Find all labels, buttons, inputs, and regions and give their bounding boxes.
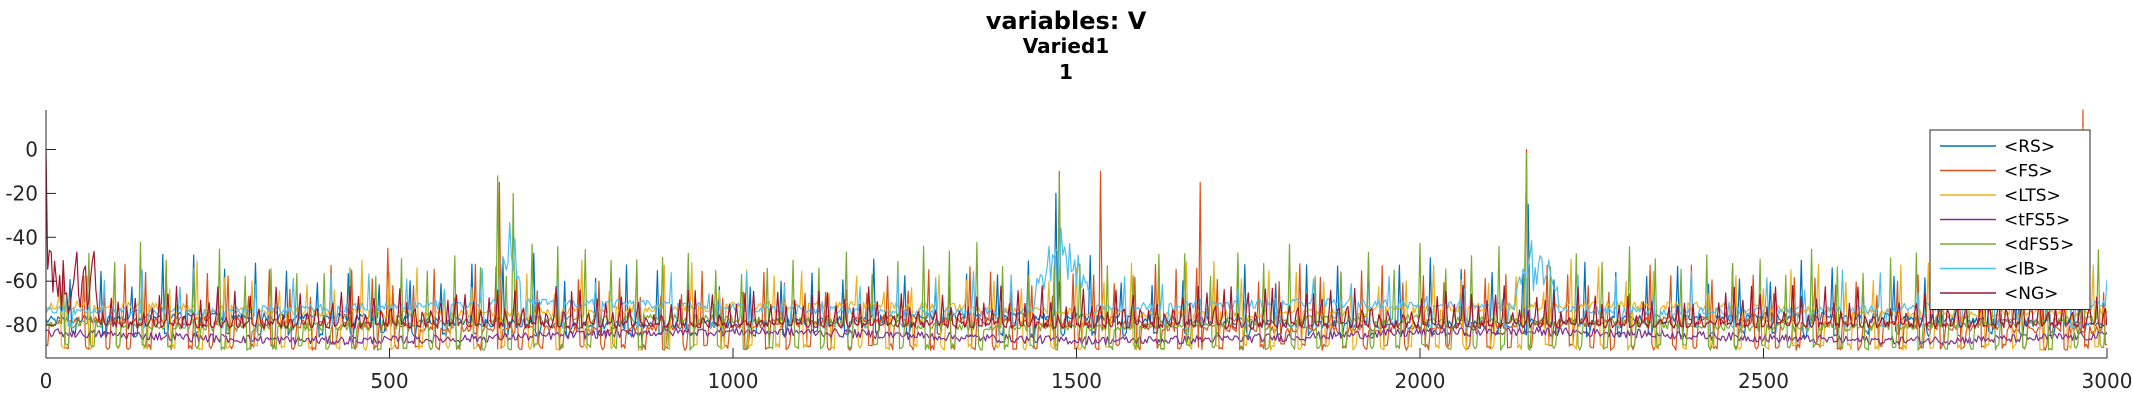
- chart-subtitle: Varied1: [1023, 34, 1109, 58]
- y-tick-label: 0: [25, 138, 38, 162]
- legend-label: <IB>: [2004, 260, 2049, 280]
- x-tick-label: 500: [370, 369, 408, 393]
- series-line: [46, 149, 2107, 329]
- y-tick-label: -60: [5, 269, 38, 293]
- axes: 0 500 1000 1500 2000 2500 3000 0 -20 -40 -60 -80: [5, 110, 2132, 393]
- legend-label: <tFS5>: [2004, 211, 2070, 231]
- legend-label: <dFS5>: [2004, 235, 2074, 255]
- y-tick-label: -40: [5, 225, 38, 249]
- legend: <RS> <FS> <LTS> <tFS5> <dFS5> <IB> <NG>: [1929, 129, 2091, 310]
- x-tick-label: 2500: [1738, 369, 1789, 393]
- plot-lines: [46, 109, 2107, 351]
- x-tick-label: 1000: [708, 369, 759, 393]
- y-tick-label: -20: [5, 181, 38, 205]
- series-line: [46, 127, 2107, 351]
- chart-subtitle-2: 1: [1059, 60, 1073, 84]
- legend-label: <FS>: [2004, 162, 2053, 182]
- series-line: [46, 326, 2107, 346]
- x-tick-label: 1500: [1051, 369, 1102, 393]
- legend-label: <RS>: [2004, 137, 2055, 157]
- legend-label: <LTS>: [2004, 186, 2061, 206]
- y-tick-label: -80: [5, 313, 38, 337]
- x-tick-label: 0: [40, 369, 53, 393]
- series-line: [46, 222, 2107, 329]
- chart-title: variables: V: [986, 7, 1147, 35]
- x-tick-label: 3000: [2082, 369, 2133, 393]
- legend-label: <NG>: [2004, 284, 2058, 304]
- x-tick-label: 2000: [1395, 369, 1446, 393]
